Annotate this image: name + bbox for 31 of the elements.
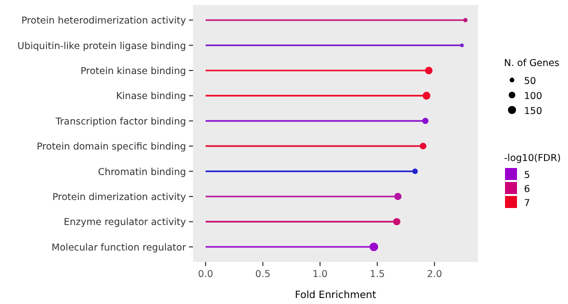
color-bar-label: 5 [524,170,530,181]
y-tick-label: Protein dimerization activity [52,192,186,203]
y-tick-label: Ubiquitin-like protein ligase binding [17,40,186,52]
point [420,142,426,150]
color-bar-label: 6 [524,184,530,195]
legend-label: 150 [524,106,542,117]
x-tick-label: 1.5 [370,269,385,280]
point [393,218,400,226]
y-tick-label: Molecular function regulator [52,242,186,254]
point [422,92,430,100]
legend-label: 50 [524,76,536,87]
point [394,192,402,200]
color-bar-label: 7 [524,198,530,209]
y-tick-label: Kinase binding [116,91,186,102]
y-tick-label: Protein kinase binding [80,66,186,78]
x-tick-label: 2.0 [426,269,442,280]
point [425,66,433,74]
legend-label: 100 [524,91,542,102]
color-bar-title: -log10(FDR) [504,153,561,164]
x-tick-label: 1.0 [312,269,328,280]
point [412,168,418,174]
point [422,118,428,124]
x-tick-label: 0.0 [198,269,214,280]
y-tick-label: Protein domain specific binding [36,142,186,153]
legend-title: N. of Genes [504,58,560,69]
y-tick-label: Enzyme regulator activity [64,217,186,228]
x-tick-label: 0.5 [255,269,270,280]
y-tick-label: Protein heterodimerization activity [21,16,186,27]
y-tick-label: Transcription factor binding [54,116,186,128]
x-axis-title: Fold Enrichment [294,290,376,301]
y-tick-label: Chromatin binding [98,166,186,178]
